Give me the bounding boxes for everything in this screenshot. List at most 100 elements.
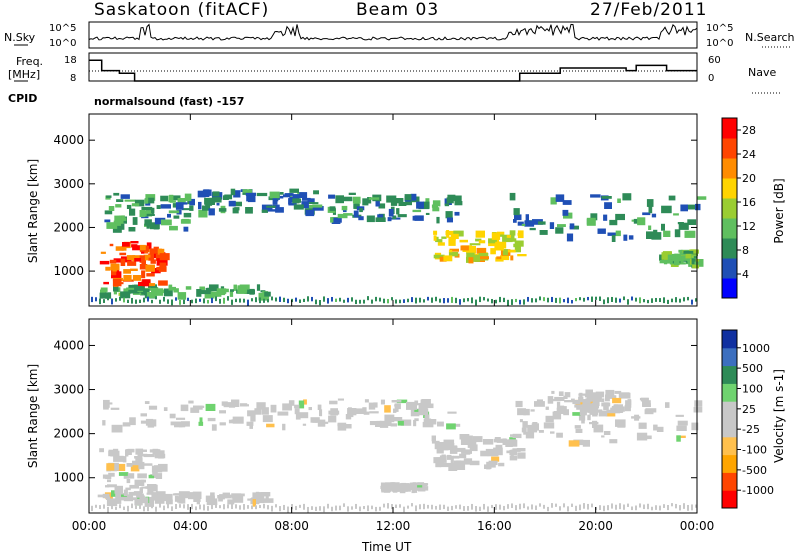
velocity-echo-cell <box>466 435 473 442</box>
time-tick-label: 00:00 <box>680 519 715 533</box>
velocity-echo-cell <box>126 463 133 467</box>
power-ground-cell <box>583 297 585 302</box>
velocity-ytick-label: 2000 <box>53 427 84 441</box>
power-ground-cell <box>127 299 129 304</box>
power-echo-cell <box>261 204 273 212</box>
power-echo-cell <box>245 192 256 196</box>
velocity-echo-cell <box>392 484 398 493</box>
power-echo-cell <box>475 238 482 242</box>
velocity-echo-cell <box>337 422 347 431</box>
power-ground-cell <box>591 296 593 302</box>
velocity-echo-cell <box>141 463 153 466</box>
velocity-echo-cell <box>174 495 179 502</box>
power-ground-cell <box>279 296 281 302</box>
power-echo-cell <box>653 229 658 235</box>
velocity-echo-cell <box>601 402 611 407</box>
velocity-echo-cell <box>550 398 561 402</box>
power-ground-cell <box>527 296 529 302</box>
velocity-echo-cell <box>588 392 598 399</box>
velocity-ground-cell <box>247 505 249 509</box>
power-echo-cell <box>157 248 165 255</box>
velocity-ground-cell <box>219 505 221 509</box>
power-echo-cell <box>120 258 126 266</box>
power-echo-cell <box>333 217 342 223</box>
velocity-echo-cell <box>239 403 248 407</box>
velocity-echo-cell <box>198 405 205 408</box>
velocity-ground-cell <box>423 503 425 510</box>
velocity-echo-cell <box>556 407 560 412</box>
velocity-echo-cell <box>545 415 554 423</box>
power-echo-cell <box>156 205 161 209</box>
beam-title: Beam 03 <box>356 0 440 20</box>
power-echo-cell <box>130 241 139 244</box>
power-echo-cell <box>256 192 268 197</box>
velocity-echo-cell <box>463 458 473 465</box>
power-ground-cell <box>191 299 193 304</box>
velocity-ground-cell <box>91 505 93 512</box>
velocity-echo-cell <box>694 400 703 407</box>
velocity-ground-cell <box>651 506 653 511</box>
velocity-echo-cell <box>228 419 236 424</box>
power-echo-cell <box>622 193 632 201</box>
power-ground-cell <box>647 299 649 304</box>
velocity-echo-cell <box>455 447 466 452</box>
velocity-echo-cell <box>645 408 657 413</box>
velocity-ground-cell <box>511 503 513 509</box>
power-ground-cell <box>523 299 525 305</box>
power-echo-cell <box>242 189 253 193</box>
velocity-ground-cell <box>131 503 133 509</box>
power-ground-cell <box>635 297 637 302</box>
velocity-echo-cell <box>353 408 365 414</box>
velocity-colorbar-segment <box>722 330 737 349</box>
power-echo-cell <box>631 219 635 222</box>
power-echo-cell <box>209 284 219 292</box>
velocity-echo-cell <box>170 421 181 426</box>
velocity-echo-cell <box>159 450 165 456</box>
power-ground-cell <box>431 297 433 303</box>
velocity-ground-cell <box>283 504 285 511</box>
power-echo-cell <box>685 253 692 259</box>
velocity-echo-cell <box>129 417 136 426</box>
power-echo-cell <box>343 213 353 216</box>
power-echo-cell <box>451 233 459 239</box>
power-echo-cell <box>433 235 437 241</box>
power-echo-cell <box>146 224 150 229</box>
power-echo-cell <box>692 262 700 269</box>
power-echo-cell <box>514 240 524 247</box>
power-echo-cell <box>448 251 459 257</box>
time-axis-label: Time UT <box>362 540 412 554</box>
power-echo-cell <box>454 201 463 206</box>
velocity-ground-cell <box>555 503 557 507</box>
power-ground-cell <box>371 299 373 304</box>
velocity-ground-cell <box>127 505 129 512</box>
power-echo-cell <box>475 230 485 238</box>
velocity-echo-cell <box>139 497 149 504</box>
velocity-echo-cell <box>211 424 217 431</box>
power-echo-cell <box>377 214 384 218</box>
power-echo-cell <box>341 205 348 211</box>
velocity-colorbar-frame <box>721 329 738 509</box>
velocity-ground-cell <box>231 503 233 510</box>
power-echo-cell <box>615 230 621 237</box>
velocity-echo-cell <box>99 448 104 453</box>
power-echo-cell <box>637 217 646 226</box>
velocity-echo-cell <box>676 435 686 438</box>
power-echo-cell <box>223 195 229 200</box>
velocity-echo-cell <box>298 400 305 409</box>
power-echo-cell <box>245 289 251 294</box>
power-echo-cell <box>694 261 703 265</box>
power-colorbar-segment <box>722 158 737 179</box>
power-ground-cell <box>231 299 233 305</box>
power-echo-cell <box>196 289 202 297</box>
power-echo-cell <box>128 227 136 232</box>
velocity-echo-cell <box>384 405 391 413</box>
power-ground-cell <box>183 299 185 305</box>
velocity-echo-cell <box>518 453 523 458</box>
velocity-ground-cell <box>443 504 445 510</box>
velocity-echo-cell <box>134 498 143 506</box>
velocity-echo-cell <box>147 488 154 494</box>
velocity-echo-cell <box>414 418 419 422</box>
velocity-echo-cell <box>223 402 234 408</box>
power-echo-cell <box>473 254 480 262</box>
velocity-ground-cell <box>455 505 457 509</box>
